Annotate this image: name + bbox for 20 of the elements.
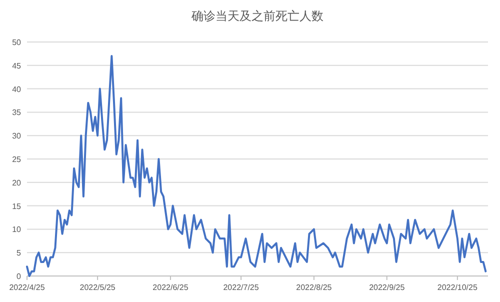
x-tick-label: 2022/8/25 bbox=[296, 283, 332, 292]
x-tick-label: 2022/10/25 bbox=[437, 283, 478, 292]
y-tick-label: 5 bbox=[16, 248, 22, 258]
y-tick-label: 30 bbox=[12, 132, 22, 141]
y-tick-label: 40 bbox=[12, 84, 22, 94]
y-tick-label: 25 bbox=[12, 155, 22, 164]
x-tick-label: 2022/5/25 bbox=[80, 283, 116, 292]
y-tick-label: 0 bbox=[16, 272, 22, 281]
y-tick-label: 50 bbox=[12, 38, 22, 47]
x-tick-label: 2022/4/25 bbox=[9, 283, 46, 292]
y-tick-label: 35 bbox=[12, 108, 22, 118]
y-tick-label: 20 bbox=[12, 178, 22, 188]
y-tick-label: 45 bbox=[12, 61, 22, 70]
chart-title: 确诊当天及之前死亡人数 bbox=[190, 9, 324, 23]
y-tick-label: 15 bbox=[12, 202, 22, 211]
x-tick-label: 2022/6/25 bbox=[152, 283, 189, 292]
x-tick-label: 2022/7/25 bbox=[223, 283, 260, 292]
y-tick-label: 10 bbox=[12, 225, 22, 234]
line-series bbox=[26, 55, 487, 277]
x-tick-label: 2022/9/25 bbox=[369, 283, 406, 292]
